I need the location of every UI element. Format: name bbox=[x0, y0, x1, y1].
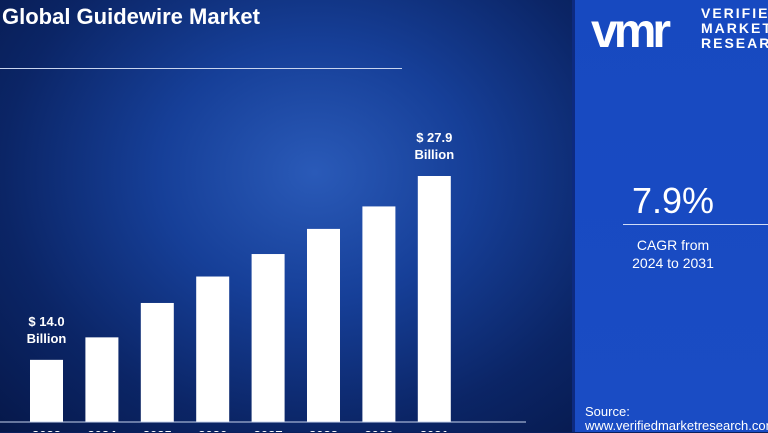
x-tick-label: 2026 bbox=[198, 428, 227, 432]
source-url[interactable]: www.verifiedmarketresearch.com bbox=[585, 418, 768, 433]
data-label-value: $ 14.0 bbox=[28, 314, 64, 329]
x-tick-label: 2024 bbox=[87, 428, 117, 432]
source: Source: www.verifiedmarketresearch.com bbox=[585, 405, 768, 433]
x-tick-label: 2027 bbox=[254, 428, 283, 432]
x-tick-label: 2031 bbox=[420, 428, 449, 432]
x-tick-label: 2029 bbox=[364, 428, 393, 432]
cagr-label-line1: CAGR from bbox=[636, 237, 710, 253]
cagr-label-line2: 2024 to 2031 bbox=[632, 255, 714, 271]
bar-2024 bbox=[85, 337, 119, 422]
cagr-value: 7.9% bbox=[631, 180, 715, 221]
data-label-unit: Billion bbox=[414, 147, 454, 162]
bar-2025 bbox=[140, 302, 174, 422]
data-label-value: $ 27.9 bbox=[416, 130, 452, 145]
bar-2023 bbox=[30, 359, 63, 422]
info-panel: vmr VERIFIED MARKET RESEARCH 7.9% CAGR f… bbox=[572, 0, 768, 433]
brand-logo: vmr bbox=[591, 5, 671, 58]
bar-chart: 2023 2024 2025 2026 2027 2028 2029 2031 $ 14.0 Bi… bbox=[0, 130, 526, 432]
bar-2029 bbox=[362, 206, 396, 422]
bar-2026 bbox=[196, 276, 230, 422]
bar-2031 bbox=[417, 176, 451, 422]
x-tick-label: 2028 bbox=[309, 428, 338, 432]
title-divider bbox=[0, 68, 402, 69]
bar-2027 bbox=[251, 254, 285, 422]
cagr-label: CAGR from 2024 to 2031 bbox=[575, 236, 768, 272]
data-label-unit: Billion bbox=[27, 331, 67, 346]
bar-2028 bbox=[307, 228, 340, 422]
x-tick-label: 2025 bbox=[143, 428, 172, 432]
x-tick-label: 2023 bbox=[32, 428, 61, 432]
source-label: Source: bbox=[585, 404, 630, 419]
chart-title: Global Guidewire Market bbox=[2, 4, 260, 29]
brand-name: VERIFIED MARKET RESEARCH bbox=[701, 5, 768, 51]
cagr-divider bbox=[623, 224, 768, 225]
